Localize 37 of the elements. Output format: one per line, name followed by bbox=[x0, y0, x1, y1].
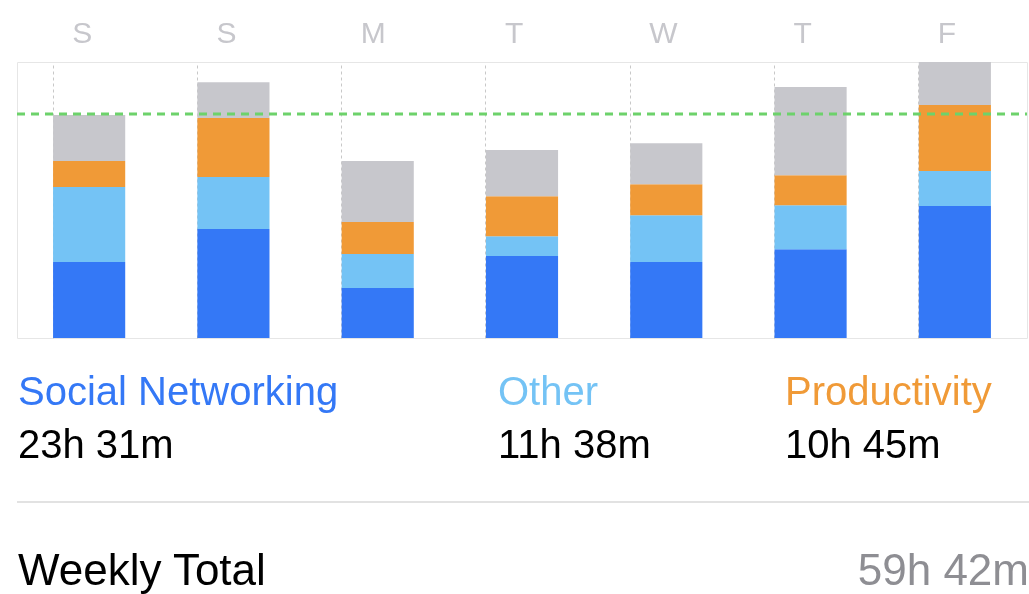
bar bbox=[53, 187, 126, 263]
x-tick-label: M bbox=[360, 15, 386, 49]
text: Weekly Total bbox=[18, 545, 266, 594]
bar bbox=[630, 184, 703, 216]
bar bbox=[918, 171, 991, 207]
bar bbox=[630, 143, 703, 185]
bar bbox=[774, 249, 847, 338]
bar bbox=[341, 288, 414, 338]
x-tick-label: T bbox=[505, 15, 524, 49]
bar bbox=[341, 222, 414, 255]
text: 59h 42m bbox=[857, 545, 1029, 594]
text: 11h 38m bbox=[498, 422, 651, 466]
x-tick-label: S bbox=[72, 15, 93, 49]
text: Other bbox=[498, 369, 599, 413]
bar bbox=[53, 161, 126, 188]
bar bbox=[774, 205, 847, 250]
bar bbox=[774, 175, 847, 206]
bar bbox=[630, 262, 703, 338]
x-tick-label: F bbox=[937, 15, 957, 49]
x-tick-label: W bbox=[649, 15, 679, 49]
bar bbox=[53, 262, 126, 338]
bar bbox=[197, 177, 270, 229]
text: 23h 31m bbox=[18, 422, 174, 466]
bar bbox=[341, 254, 414, 289]
bar bbox=[197, 118, 270, 178]
bar bbox=[485, 196, 559, 237]
x-tick-label: T bbox=[793, 15, 812, 49]
bar bbox=[485, 236, 559, 257]
x-tick-label: S bbox=[216, 15, 237, 49]
bar bbox=[918, 105, 991, 172]
text: Productivity bbox=[785, 369, 992, 413]
series-label: Social Networking bbox=[18, 369, 339, 413]
text: 10h 45m bbox=[785, 422, 941, 466]
bar bbox=[485, 256, 559, 338]
bar bbox=[197, 228, 270, 338]
bar bbox=[630, 215, 703, 263]
bar bbox=[918, 206, 991, 338]
